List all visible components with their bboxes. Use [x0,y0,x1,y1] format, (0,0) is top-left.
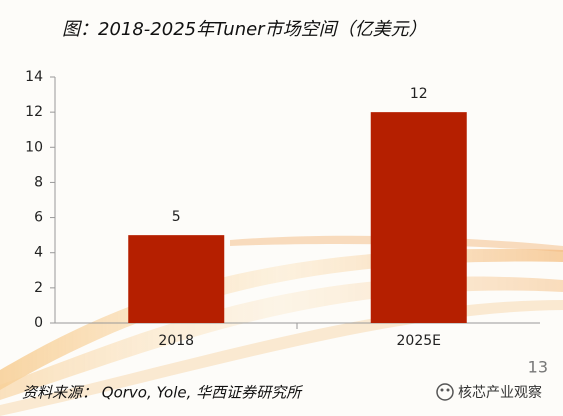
watermark-icon [436,383,454,401]
chart-title: 图：2018-2025年Tuner市场空间（亿美元） [62,19,427,40]
bar [370,112,467,324]
x-tick-label: 2018 [158,333,194,349]
data-label: 5 [172,209,181,225]
y-tick-label: 2 [34,280,43,296]
y-tick-label: 8 [34,174,43,190]
y-tick-label: 0 [34,315,43,331]
y-tick-label: 14 [25,69,43,85]
data-label: 12 [410,86,428,102]
page-number: 13 [528,358,548,377]
bar [128,235,225,323]
x-tick-label: 2025E [397,333,441,349]
y-tick-label: 10 [25,139,43,155]
y-tick-label: 6 [34,210,43,226]
watermark: 核芯产业观察 [458,384,542,401]
source-note: 资料来源： Qorvo, Yole, 华西证券研究所 [22,384,303,402]
y-tick-label: 4 [34,245,43,261]
y-tick-label: 12 [25,104,43,120]
